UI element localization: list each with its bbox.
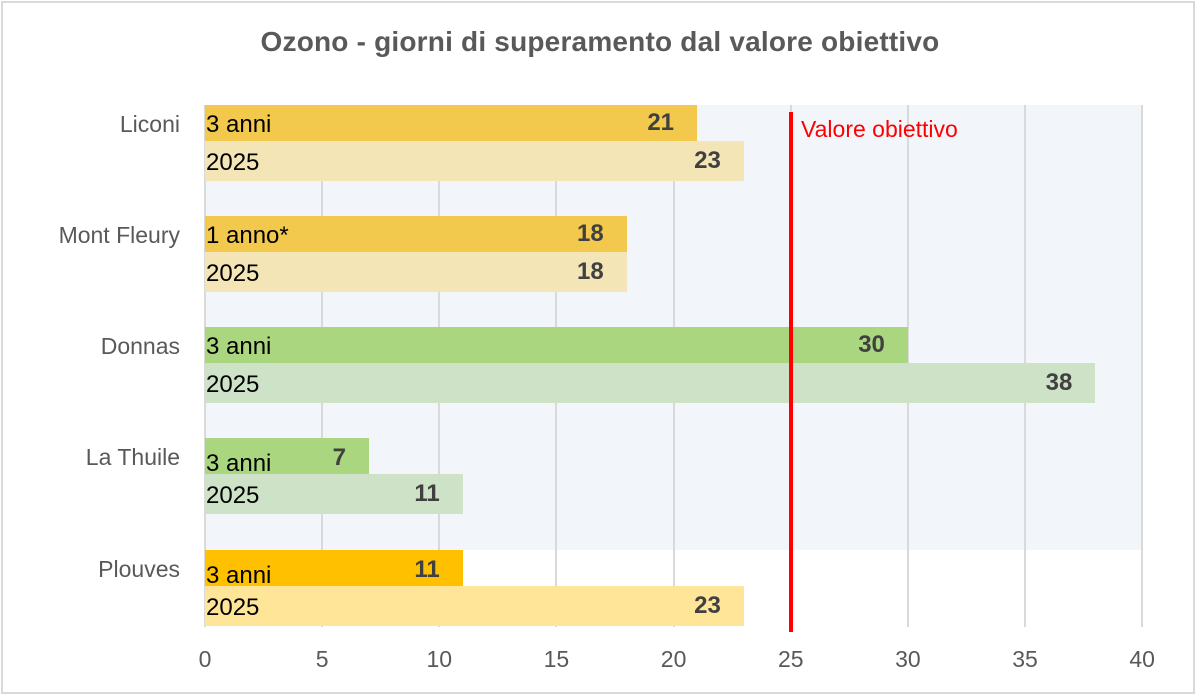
bar-value-label: 23 (694, 147, 721, 174)
gridline (1141, 105, 1144, 627)
bar-value-label: 30 (858, 331, 885, 358)
bar-inside-label: 2025 (206, 149, 260, 176)
bar-value-label: 21 (647, 109, 675, 136)
bar-period (205, 327, 908, 363)
category-label: La Thuile (85, 444, 180, 470)
bar-period (205, 438, 369, 474)
bar-inside-label: 2025 (206, 482, 260, 509)
bar-inside-label: 3 anni (206, 111, 272, 138)
bar-value-label: 11 (414, 480, 440, 507)
bar-inside-label: 3 anni (206, 333, 272, 360)
bar-value-label: 11 (414, 556, 440, 583)
bar-value-label: 18 (577, 220, 604, 247)
reference-line-label: Valore obiettivo (801, 116, 958, 142)
bar-2025 (205, 252, 627, 292)
x-tick-label: 5 (315, 646, 329, 672)
x-tick-label: 20 (660, 646, 687, 672)
x-tick-label: 35 (1012, 646, 1038, 672)
x-tick-label: 15 (543, 646, 570, 672)
category-label: Mont Fleury (58, 222, 180, 248)
bar-period (205, 550, 463, 586)
x-tick-label: 10 (426, 646, 453, 672)
bar-inside-label: 2025 (206, 594, 260, 621)
bar-inside-label: 3 anni (206, 562, 272, 589)
bar-value-label: 23 (694, 592, 721, 619)
category-label: Plouves (98, 556, 180, 582)
x-tick-label: 40 (1129, 646, 1155, 672)
category-label: Liconi (119, 111, 180, 137)
x-tick-label: 30 (895, 646, 921, 672)
bar-2025 (205, 586, 744, 626)
bar-inside-label: 1 anno* (206, 222, 289, 249)
bar-inside-label: 3 anni (206, 450, 272, 477)
x-tick-label: 0 (198, 646, 212, 672)
x-tick-label: 25 (777, 646, 804, 672)
bar-period (205, 105, 698, 141)
bar-value-label: 7 (332, 444, 346, 471)
bar-2025 (205, 363, 1096, 403)
bar-period (205, 216, 627, 252)
chart-title: Ozono - giorni di superamento dal valore… (260, 26, 940, 57)
bar-value-label: 38 (1045, 369, 1073, 396)
bar-inside-label: 2025 (206, 371, 260, 398)
bar-2025 (205, 141, 744, 181)
bar-2025 (205, 474, 463, 514)
bar-value-label: 18 (577, 258, 604, 285)
reference-line (789, 112, 793, 632)
bar-inside-label: 2025 (206, 260, 260, 287)
category-label: Donnas (100, 333, 180, 359)
